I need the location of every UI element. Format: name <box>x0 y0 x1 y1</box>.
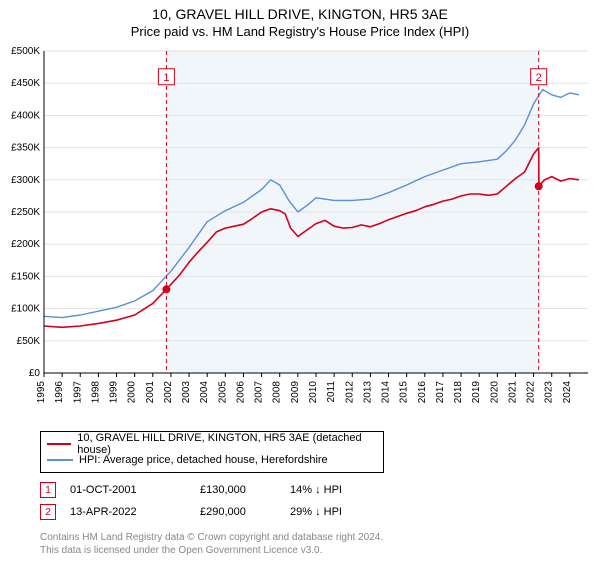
svg-text:£0: £0 <box>29 368 41 379</box>
svg-text:1998: 1998 <box>90 381 101 404</box>
svg-text:£400K: £400K <box>11 110 40 121</box>
svg-text:2003: 2003 <box>181 381 192 404</box>
marker-badge: 2 <box>40 504 56 520</box>
marker-badge: 1 <box>40 482 56 498</box>
svg-text:£300K: £300K <box>11 175 40 186</box>
svg-text:£200K: £200K <box>11 239 40 250</box>
svg-text:£350K: £350K <box>11 143 40 154</box>
svg-text:£250K: £250K <box>11 207 40 218</box>
svg-text:2002: 2002 <box>163 381 174 404</box>
svg-text:2011: 2011 <box>326 381 337 403</box>
page-subtitle: Price paid vs. HM Land Registry's House … <box>0 24 600 39</box>
svg-text:2024: 2024 <box>562 381 573 404</box>
svg-text:1995: 1995 <box>36 381 47 404</box>
svg-text:2017: 2017 <box>435 381 446 404</box>
marker-date: 01-OCT-2001 <box>70 484 200 496</box>
svg-text:£100K: £100K <box>11 304 40 315</box>
svg-text:1996: 1996 <box>54 381 65 404</box>
svg-text:2012: 2012 <box>344 381 355 404</box>
legend-swatch <box>47 459 73 461</box>
svg-text:2022: 2022 <box>526 381 537 404</box>
attribution-line: Contains HM Land Registry data © Crown c… <box>40 531 560 544</box>
svg-text:2014: 2014 <box>381 381 392 404</box>
svg-text:£150K: £150K <box>11 271 40 282</box>
svg-text:2021: 2021 <box>507 381 518 404</box>
svg-text:£500K: £500K <box>11 46 40 57</box>
svg-text:2013: 2013 <box>362 381 373 404</box>
svg-text:1999: 1999 <box>109 381 120 404</box>
attribution-line: This data is licensed under the Open Gov… <box>40 544 560 557</box>
svg-text:2016: 2016 <box>417 381 428 404</box>
svg-text:2007: 2007 <box>254 381 265 404</box>
svg-text:2009: 2009 <box>290 381 301 404</box>
price-chart: £0 £50K £100K £150K £200K £250K £300K £350K £400… <box>0 43 600 423</box>
marker-date: 13-APR-2022 <box>70 506 200 518</box>
legend-swatch <box>47 443 71 445</box>
svg-text:£450K: £450K <box>11 78 40 89</box>
svg-text:2005: 2005 <box>217 381 228 404</box>
marker-delta: 29% ↓ HPI <box>290 506 400 518</box>
svg-text:2006: 2006 <box>235 381 246 404</box>
svg-text:2004: 2004 <box>199 381 210 404</box>
marker-row: 2 13-APR-2022£290,00029% ↓ HPI <box>40 501 600 523</box>
svg-text:2000: 2000 <box>127 381 138 404</box>
marker-row: 1 01-OCT-2001£130,00014% ↓ HPI <box>40 479 600 501</box>
svg-text:1997: 1997 <box>72 381 83 404</box>
svg-text:2023: 2023 <box>544 381 555 404</box>
legend-label: 10, GRAVEL HILL DRIVE, KINGTON, HR5 3AE … <box>77 432 377 456</box>
svg-text:2: 2 <box>536 72 542 84</box>
legend-label: HPI: Average price, detached house, Here… <box>79 454 328 466</box>
legend-row: 10, GRAVEL HILL DRIVE, KINGTON, HR5 3AE … <box>47 436 377 452</box>
svg-text:2019: 2019 <box>471 381 482 404</box>
legend: 10, GRAVEL HILL DRIVE, KINGTON, HR5 3AE … <box>40 431 384 473</box>
marker-price: £290,000 <box>200 506 290 518</box>
page-title: 10, GRAVEL HILL DRIVE, KINGTON, HR5 3AE <box>0 6 600 22</box>
marker-price: £130,000 <box>200 484 290 496</box>
marker-delta: 14% ↓ HPI <box>290 484 400 496</box>
legend-row: HPI: Average price, detached house, Here… <box>47 452 377 468</box>
marker-table: 1 01-OCT-2001£130,00014% ↓ HPI 2 13-APR-202… <box>40 479 600 523</box>
svg-text:2015: 2015 <box>399 381 410 404</box>
svg-text:2020: 2020 <box>489 381 500 404</box>
svg-text:2018: 2018 <box>453 381 464 404</box>
svg-text:2001: 2001 <box>145 381 156 404</box>
svg-text:£50K: £50K <box>17 336 41 347</box>
svg-text:2008: 2008 <box>272 381 283 404</box>
svg-text:1: 1 <box>163 72 169 84</box>
svg-text:2010: 2010 <box>308 381 319 404</box>
attribution: Contains HM Land Registry data © Crown c… <box>40 531 560 557</box>
